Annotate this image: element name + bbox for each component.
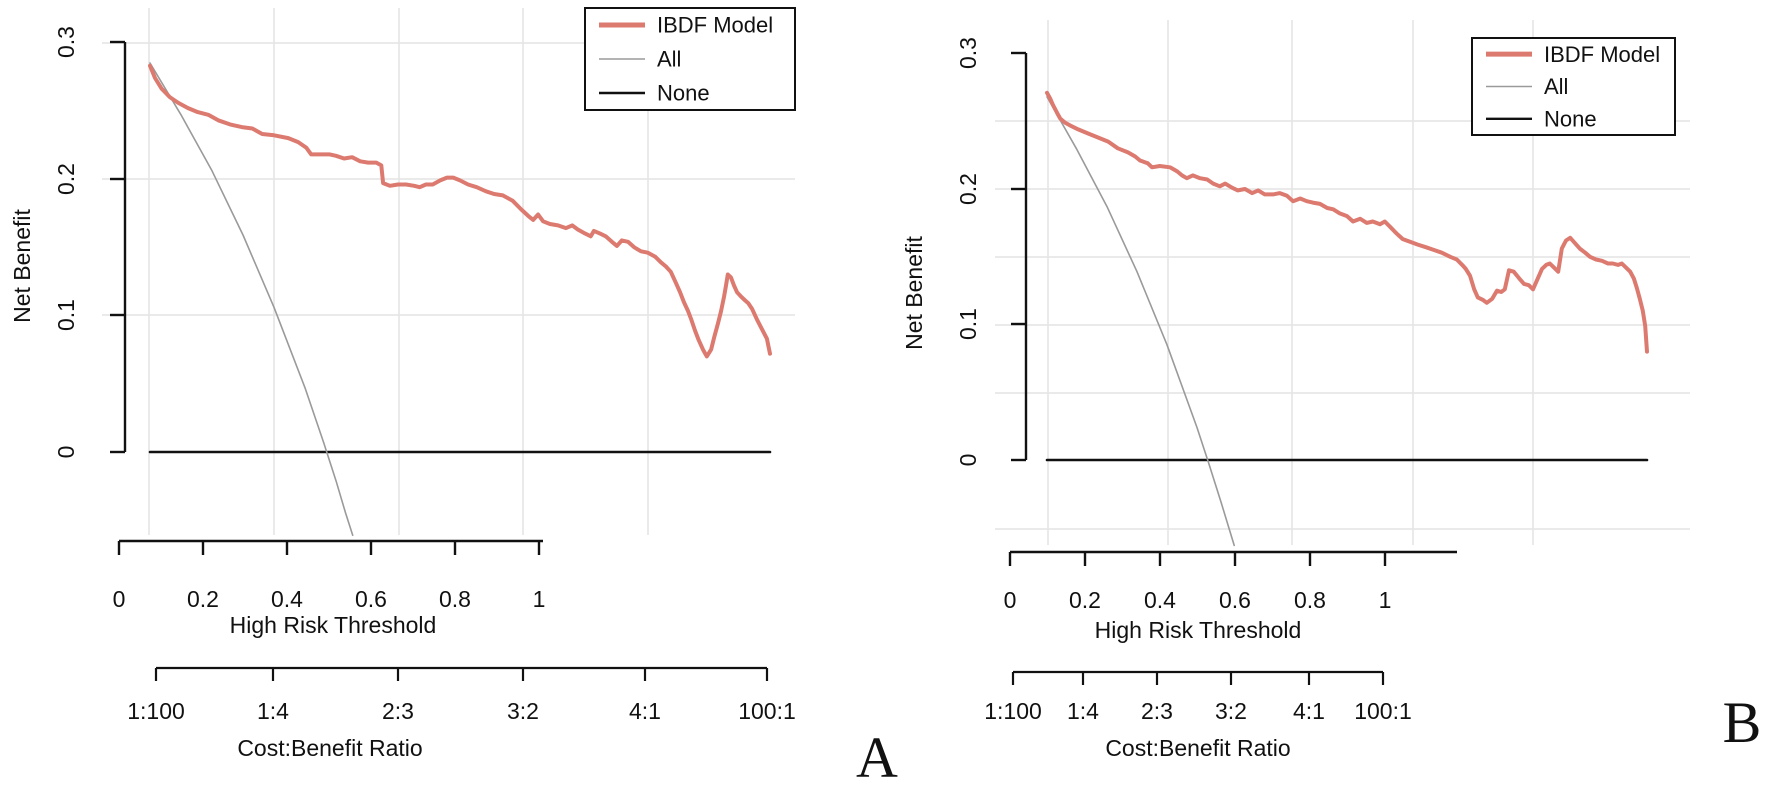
panel-b: 0.3 0.2 0.1 0 Net Benefit 0 0.2 0.4 0.6 0.8 1 High … [901, 20, 1761, 761]
cost-axis-title: Cost:Benefit Ratio [1105, 735, 1290, 761]
x-tick-label: 0.2 [187, 586, 219, 612]
x-axis: 0 0.2 0.4 0.6 0.8 1 High Risk Threshold [113, 539, 546, 638]
x-tick-label: 0.6 [355, 586, 387, 612]
x-tick-label: 0.6 [1219, 587, 1251, 613]
cost-tick-label: 4:1 [629, 698, 661, 724]
y-tick-label: 0 [955, 454, 981, 467]
cost-benefit-axis: 1:100 1:4 2:3 3:2 4:1 100:1 Cost:Benefit Ratio [984, 670, 1412, 761]
legend-label: None [657, 81, 710, 106]
legend-label: IBDF Model [657, 13, 773, 38]
y-tick-label: 0 [53, 446, 79, 459]
gridlines [995, 20, 1690, 545]
cost-tick-label: 3:2 [1215, 698, 1247, 724]
x-tick-label: 1 [533, 586, 546, 612]
x-tick-label: 0 [1004, 587, 1017, 613]
x-axis-title: High Risk Threshold [230, 612, 437, 638]
legend-label: None [1544, 107, 1597, 132]
cost-tick-label: 2:3 [382, 698, 414, 724]
cost-tick-label: 3:2 [507, 698, 539, 724]
y-tick-label: 0.1 [53, 299, 79, 331]
all-line [149, 62, 354, 537]
y-axis: 0.3 0.2 0.1 0 Net Benefit [9, 26, 127, 459]
legend-label: All [1544, 74, 1568, 99]
y-tick-label: 0.2 [53, 163, 79, 195]
legend: IBDF Model All None [1471, 37, 1676, 136]
legend-label: IBDF Model [1544, 42, 1660, 67]
cost-tick-label: 1:4 [1067, 698, 1099, 724]
cost-tick-label: 1:100 [127, 698, 185, 724]
model-curve [148, 63, 772, 359]
y-axis-title: Net Benefit [9, 209, 35, 323]
x-axis: 0 0.2 0.4 0.6 0.8 1 High Risk Threshold [1004, 550, 1457, 643]
y-tick-label: 0.3 [955, 37, 981, 69]
cost-tick-label: 2:3 [1141, 698, 1173, 724]
y-tick-label: 0.1 [955, 308, 981, 340]
panel-letter: B [1723, 690, 1762, 755]
panel-a: 0.3 0.2 0.1 0 Net Benefit 0 0.2 0.4 0.6 0.8 1 High … [9, 7, 898, 790]
x-tick-label: 1 [1379, 587, 1392, 613]
y-axis: 0.3 0.2 0.1 0 Net Benefit [901, 37, 1028, 467]
x-tick-label: 0.2 [1069, 587, 1101, 613]
x-tick-label: 0.4 [271, 586, 303, 612]
cost-tick-label: 100:1 [738, 698, 796, 724]
all-line [1046, 96, 1235, 547]
y-tick-label: 0.3 [53, 26, 79, 58]
x-tick-label: 0.8 [1294, 587, 1326, 613]
x-axis-title: High Risk Threshold [1095, 617, 1302, 643]
cost-axis-title: Cost:Benefit Ratio [237, 735, 422, 761]
legend-label: All [657, 47, 681, 72]
cost-tick-label: 1:100 [984, 698, 1042, 724]
cost-tick-label: 4:1 [1293, 698, 1325, 724]
y-axis-title: Net Benefit [901, 236, 927, 350]
x-tick-label: 0 [113, 586, 126, 612]
panel-letter: A [856, 725, 898, 787]
model-curve [1045, 90, 1649, 354]
y-tick-label: 0.2 [955, 173, 981, 205]
x-tick-label: 0.8 [439, 586, 471, 612]
cost-benefit-axis: 1:100 1:4 2:3 3:2 4:1 100:1 Cost:Benefit Ratio [127, 666, 796, 761]
x-tick-label: 0.4 [1144, 587, 1176, 613]
cost-tick-label: 1:4 [257, 698, 289, 724]
legend: IBDF Model All None [584, 7, 796, 111]
cost-tick-label: 100:1 [1354, 698, 1412, 724]
